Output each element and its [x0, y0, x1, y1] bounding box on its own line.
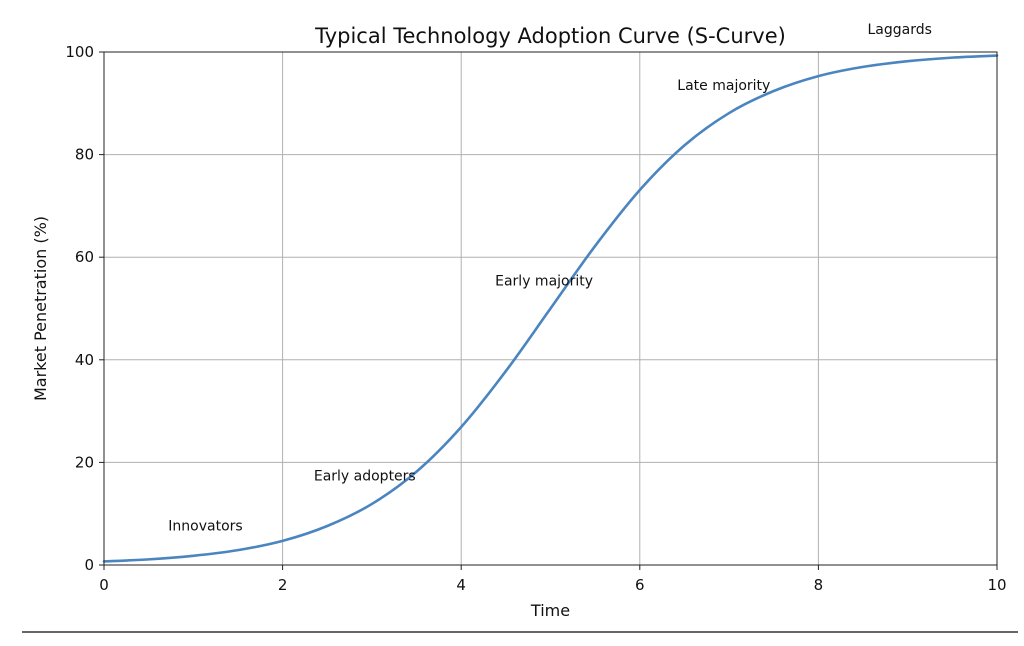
adoption-curve-line — [102, 54, 999, 563]
y-tick-label: 80 — [75, 146, 94, 164]
x-tick-label: 6 — [635, 576, 645, 594]
x-tick-label: 2 — [278, 576, 288, 594]
annotation-innovators: Innovators — [168, 518, 242, 534]
x-tick-label: 4 — [456, 576, 466, 594]
y-tick-label: 60 — [75, 248, 94, 266]
annotation-early-majority: Early majority — [495, 273, 593, 289]
chart-title: Typical Technology Adoption Curve (S-Cur… — [314, 24, 786, 48]
x-tick-label: 10 — [987, 576, 1006, 594]
curve-group — [102, 54, 999, 563]
plot-frame — [103, 51, 998, 566]
y-tick-label: 20 — [75, 453, 94, 471]
y-axis-label: Market Penetration (%) — [31, 216, 50, 401]
annotation-laggards: Laggards — [868, 22, 932, 38]
y-tick-label: 100 — [65, 43, 94, 61]
annotation-early-adopters: Early adopters — [314, 469, 416, 485]
y-tick-label: 0 — [84, 556, 94, 574]
y-tick-label: 40 — [75, 351, 94, 369]
annotation-late-majority: Late majority — [677, 78, 770, 94]
x-tick-label: 8 — [814, 576, 824, 594]
x-axis-label: Time — [530, 601, 570, 620]
x-tick-label: 0 — [99, 576, 109, 594]
stage-annotations: Innovators Early adopters Early majority La… — [168, 22, 932, 535]
